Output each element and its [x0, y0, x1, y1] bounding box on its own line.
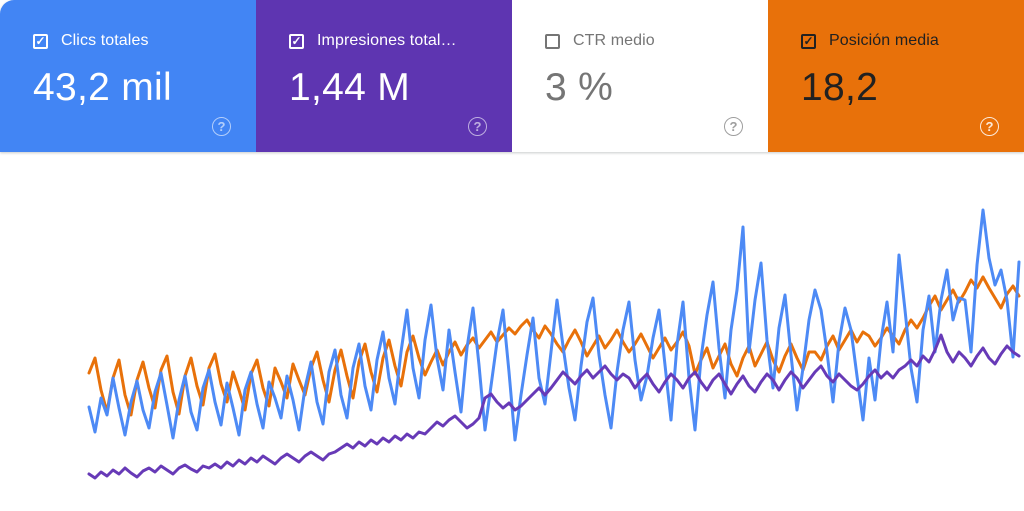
performance-chart[interactable]	[0, 152, 1024, 511]
metric-label: Posición media	[829, 32, 939, 49]
card-head: ✓ CTR medio	[545, 31, 744, 51]
performance-chart-canvas	[87, 208, 1021, 480]
checkbox-ctr[interactable]: ✓	[545, 33, 560, 49]
check-icon: ✓	[803, 34, 814, 48]
metric-card-ctr[interactable]: ✓ CTR medio 3 % ?	[512, 0, 768, 152]
metric-cards-row: ✓ Clics totales 43,2 mil ? ✓ Impresiones…	[0, 0, 1024, 152]
metric-label: CTR medio	[573, 32, 655, 49]
metric-card-clicks[interactable]: ✓ Clics totales 43,2 mil ?	[0, 0, 256, 152]
card-head: ✓ Impresiones total…	[289, 31, 488, 51]
metric-value: 18,2	[801, 66, 879, 109]
metric-value: 1,44 M	[289, 66, 411, 109]
metric-card-position[interactable]: ✓ Posición media 18,2 ?	[768, 0, 1024, 152]
check-icon: ✓	[35, 34, 46, 48]
clicks-line	[87, 208, 1021, 442]
metric-card-impressions[interactable]: ✓ Impresiones total… 1,44 M ?	[256, 0, 512, 152]
metric-value: 43,2 mil	[33, 66, 172, 109]
checkbox-position[interactable]: ✓	[801, 33, 816, 49]
card-head: ✓ Posición media	[801, 31, 1000, 51]
card-head: ✓ Clics totales	[33, 31, 232, 51]
checkbox-clicks[interactable]: ✓	[33, 33, 48, 49]
checkbox-impressions[interactable]: ✓	[289, 33, 304, 49]
impressions-line	[87, 333, 1021, 480]
check-icon: ✓	[291, 34, 302, 48]
help-icon[interactable]: ?	[724, 117, 743, 136]
metric-label: Impresiones total…	[317, 32, 457, 49]
help-icon[interactable]: ?	[980, 117, 999, 136]
metric-label: Clics totales	[61, 32, 149, 49]
metric-value: 3 %	[545, 66, 614, 109]
help-icon[interactable]: ?	[468, 117, 487, 136]
help-icon[interactable]: ?	[212, 117, 231, 136]
